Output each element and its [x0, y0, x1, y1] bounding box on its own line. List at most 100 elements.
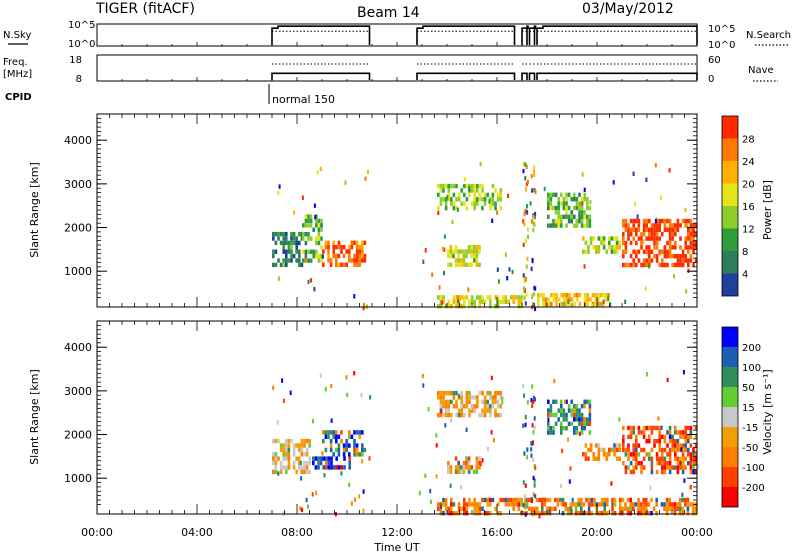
range-gate-cell: [285, 469, 288, 475]
range-gate-cell: [656, 460, 659, 466]
range-gate-cell: [517, 506, 521, 511]
range-gate-cell: [535, 497, 539, 503]
range-gate-cell: [681, 430, 685, 435]
range-gate-cell: [494, 295, 497, 300]
range-gate-cell: [666, 227, 669, 232]
range-gate-cell: [632, 502, 635, 507]
range-gate-cell: [456, 207, 459, 212]
range-gate-cell: [555, 293, 558, 298]
range-gate-cell: [490, 375, 493, 381]
range-gate-cell: [303, 452, 306, 457]
range-gate-cell: [442, 412, 445, 418]
range-gate-cell: [530, 219, 533, 224]
range-gate-cell: [584, 452, 588, 457]
range-gate-cell: [491, 192, 495, 198]
range-gate-cell: [580, 430, 584, 435]
range-gate-cell: [671, 262, 674, 268]
range-gate-cell: [489, 404, 492, 409]
range-gate-cell: [637, 511, 640, 516]
range-gate-cell: [499, 192, 502, 198]
range-gate-cell: [449, 249, 453, 254]
range-gate-cell: [555, 301, 558, 307]
range-gate-cell: [298, 456, 301, 461]
range-gate-cell: [674, 456, 677, 461]
range-gate-cell: [613, 502, 617, 507]
range-gate-cell: [309, 236, 313, 241]
range-gate-cell: [632, 171, 635, 176]
range-gate-cell: [481, 408, 484, 413]
range-gate-cell: [544, 301, 548, 307]
range-gate-cell: [463, 201, 466, 206]
range-gate-cell: [452, 192, 456, 198]
range-gate-cell: [557, 297, 561, 302]
colorbar-segment: [722, 367, 738, 387]
range-gate-cell: [442, 395, 445, 400]
range-gate-cell: [687, 236, 690, 241]
x-tick-label: 04:00: [181, 526, 213, 539]
range-gate-cell: [694, 469, 698, 475]
range-gate-cell: [570, 210, 573, 215]
range-gate-cell: [444, 399, 448, 405]
range-gate-cell: [281, 378, 284, 383]
range-gate-cell: [327, 430, 330, 435]
range-gate-cell: [567, 205, 571, 211]
range-gate-cell: [322, 262, 325, 267]
range-gate-cell: [309, 249, 313, 254]
range-gate-cell: [348, 245, 351, 250]
range-gate-cell: [640, 232, 643, 237]
range-gate-cell: [491, 197, 495, 202]
range-gate-cell: [496, 304, 500, 309]
range-gate-cell: [457, 408, 461, 413]
range-gate-cell: [588, 417, 592, 422]
range-gate-cell: [478, 262, 481, 267]
range-gate-cell: [674, 245, 677, 250]
range-gate-cell: [580, 502, 583, 507]
range-gate-cell: [570, 219, 573, 224]
range-gate-cell: [624, 245, 628, 250]
range-gate-cell: [507, 299, 510, 304]
range-gate-cell: [618, 245, 621, 250]
range-gate-cell: [483, 408, 487, 413]
range-gate-cell: [615, 447, 619, 453]
range-gate-cell: [467, 465, 471, 470]
range-gate-cell: [679, 236, 682, 241]
range-gate-cell: [552, 192, 555, 197]
range-gate-cell: [692, 452, 695, 457]
range-gate-cell: [305, 438, 309, 444]
range-gate-cell: [562, 408, 566, 413]
range-gate-cell: [437, 183, 440, 189]
range-gate-cell: [679, 258, 682, 263]
range-gate-cell: [645, 372, 648, 377]
cpid-row: CPID normal 150: [5, 84, 335, 106]
range-gate-cell: [650, 236, 654, 241]
range-gate-cell: [287, 465, 291, 470]
range-gate-cell: [287, 456, 291, 461]
range-gate-cell: [295, 258, 298, 263]
range-gate-cell: [537, 301, 540, 307]
x-tick-label: 00:00: [681, 526, 713, 539]
range-gate-cell: [447, 399, 450, 405]
range-gate-cell: [533, 292, 536, 297]
range-gate-cell: [512, 295, 515, 300]
range-gate-cell: [460, 390, 463, 396]
range-gate-cell: [618, 443, 621, 448]
range-gate-cell: [588, 223, 592, 228]
range-gate-cell: [586, 219, 589, 224]
range-gate-cell: [498, 279, 500, 284]
range-gate-cell: [302, 249, 305, 254]
range-gate-cell: [615, 240, 619, 246]
range-gate-cell: [689, 443, 693, 448]
range-gate-cell: [679, 434, 682, 439]
range-gate-cell: [610, 249, 614, 254]
range-gate-cell: [687, 245, 690, 250]
range-gate-cell: [290, 253, 293, 259]
range-gate-cell: [473, 249, 476, 254]
range-gate-cell: [535, 511, 539, 516]
range-gate-cell: [290, 438, 293, 444]
range-gate-cell: [494, 390, 497, 396]
range-gate-cell: [663, 223, 667, 228]
range-gate-cell: [582, 502, 586, 507]
range-gate-cell: [520, 299, 523, 304]
range-gate-cell: [557, 205, 560, 211]
range-gate-cell: [307, 236, 310, 241]
